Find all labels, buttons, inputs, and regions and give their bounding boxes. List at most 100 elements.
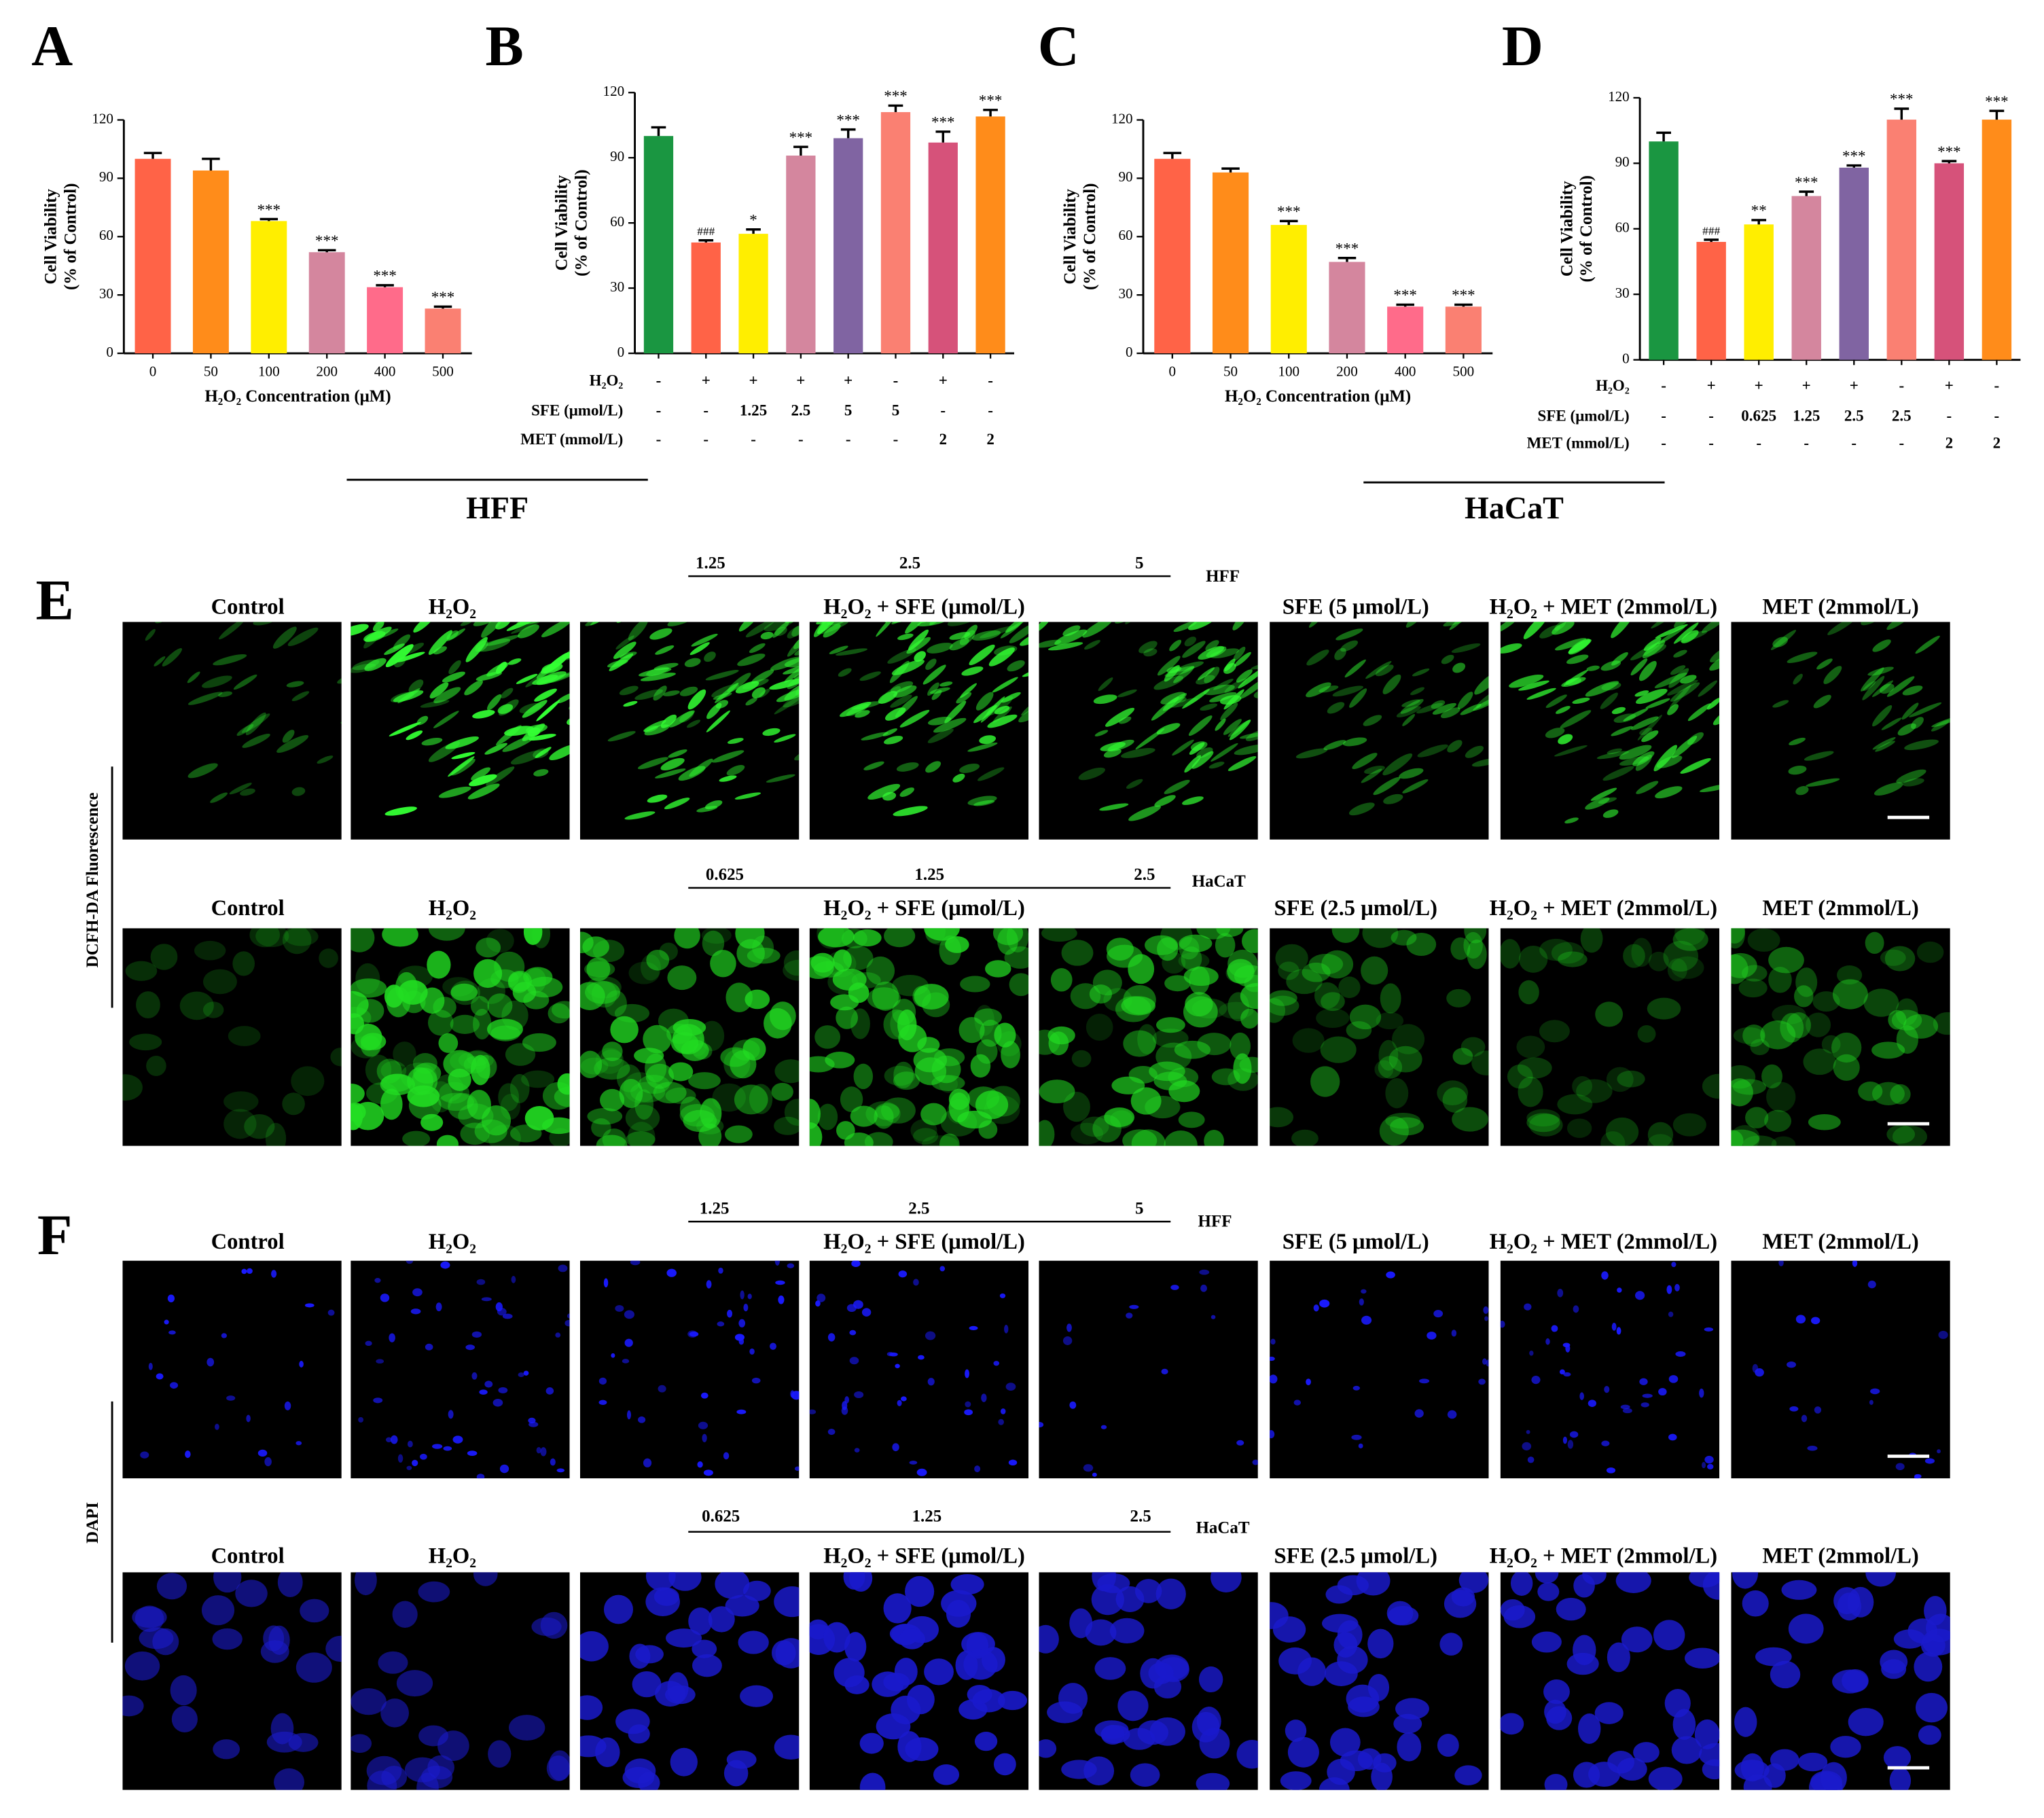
treatment-name: SFE (μmol/L): [531, 402, 623, 419]
cell: [1121, 582, 1142, 596]
nucleus: [738, 1630, 769, 1654]
cell: [628, 961, 660, 984]
nucleus: [484, 1380, 493, 1388]
cell: [1154, 795, 1176, 807]
cell: [930, 493, 961, 521]
cell: [1000, 622, 1022, 639]
treatment-value: -: [940, 402, 946, 419]
cell: [1005, 622, 1029, 633]
nucleus: [1531, 1375, 1541, 1385]
nucleus: [1573, 1573, 1595, 1598]
cell: [766, 774, 795, 783]
treatment-value: 2: [1946, 434, 1954, 452]
nucleus: [1199, 1269, 1210, 1275]
cell: [1362, 928, 1399, 948]
nucleus: [1567, 1440, 1574, 1449]
nucleus: [185, 1450, 191, 1459]
cell: [1803, 1048, 1836, 1075]
cell: [1600, 569, 1621, 582]
micrograph: [1731, 622, 1950, 840]
cell: [749, 552, 770, 567]
cell: [433, 997, 456, 1018]
cell: [1449, 622, 1468, 630]
nucleus: [156, 1573, 187, 1600]
nucleus: [751, 1377, 761, 1384]
column-label: H₂O₂ + SFE (μmol/L): [823, 1230, 1025, 1254]
cell: [939, 681, 953, 687]
cell: [1196, 675, 1215, 685]
nucleus: [167, 1294, 175, 1302]
cell: [1793, 673, 1803, 685]
cell: [1135, 585, 1166, 604]
cell: [735, 928, 765, 949]
cell: [1157, 656, 1181, 676]
nucleus: [1833, 1587, 1861, 1615]
treatment-value: -: [1947, 406, 1952, 424]
micrograph: [1500, 1572, 1720, 1790]
nucleus: [1569, 1431, 1579, 1438]
nucleus: [201, 1595, 235, 1626]
cell: [1931, 719, 1950, 732]
cell: [1175, 661, 1204, 672]
cell: [1094, 730, 1109, 736]
cell: [407, 1085, 440, 1107]
cell: [1334, 647, 1346, 660]
cell: [1349, 688, 1367, 708]
cell: [1787, 652, 1818, 663]
nucleus: [1830, 1736, 1861, 1758]
treatment-value: 0.625: [1741, 406, 1776, 424]
error-bar: [746, 228, 761, 234]
x-tick-label: 500: [432, 363, 454, 380]
cell: [1169, 639, 1182, 652]
nucleus: [1211, 1572, 1242, 1592]
cell: [537, 673, 570, 685]
cell: [510, 551, 526, 565]
column-label: H₂O₂ + SFE (μmol/L): [823, 896, 1025, 921]
panel-letter: F: [37, 1204, 73, 1267]
nucleus: [1149, 1717, 1185, 1746]
nucleus: [1633, 1742, 1660, 1763]
cell: [487, 1018, 523, 1040]
cell: [1238, 585, 1263, 605]
nucleus: [1635, 1291, 1645, 1300]
nucleus: [1895, 1463, 1905, 1471]
nucleus: [1348, 1696, 1380, 1717]
cell: [751, 687, 766, 698]
column-label: H₂O₂ + SFE (μmol/L): [823, 595, 1025, 620]
cell: [1476, 688, 1489, 709]
nucleus: [706, 1280, 712, 1289]
cell: [665, 565, 684, 581]
column-label: H₂O₂ + MET (2mmol/L): [1490, 595, 1718, 620]
nucleus: [664, 1685, 696, 1705]
cell: [975, 1090, 1009, 1120]
error-bar: [1799, 190, 1814, 196]
nucleus: [440, 1261, 450, 1269]
nucleus: [1914, 1474, 1922, 1479]
cell: [1021, 699, 1029, 716]
micrograph: [1270, 1572, 1489, 1790]
cell: [850, 1008, 870, 1039]
significance-label: ***: [789, 128, 813, 146]
cell: [1879, 683, 1895, 694]
nucleus: [844, 1396, 850, 1404]
y-tick-label: 60: [1615, 219, 1630, 236]
cell: [978, 1120, 998, 1139]
cell: [282, 1092, 305, 1116]
nucleus: [658, 1385, 666, 1393]
cell: [1240, 982, 1258, 1010]
cell: [706, 710, 730, 732]
bar: [786, 155, 816, 354]
cell: [1638, 569, 1661, 591]
cell: [1617, 1070, 1645, 1088]
cell: [1355, 522, 1378, 548]
cell: [591, 1118, 611, 1137]
cell: [783, 959, 800, 981]
cell: [987, 714, 1018, 728]
nucleus: [897, 1400, 902, 1406]
nucleus: [670, 1747, 698, 1777]
cell: [1018, 703, 1029, 723]
nucleus: [1578, 1713, 1601, 1744]
treatment-value: -: [656, 372, 662, 389]
cell: [1216, 928, 1244, 937]
cell: [613, 641, 636, 659]
